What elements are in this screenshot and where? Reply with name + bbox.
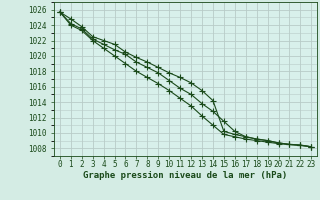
X-axis label: Graphe pression niveau de la mer (hPa): Graphe pression niveau de la mer (hPa) (84, 171, 288, 180)
